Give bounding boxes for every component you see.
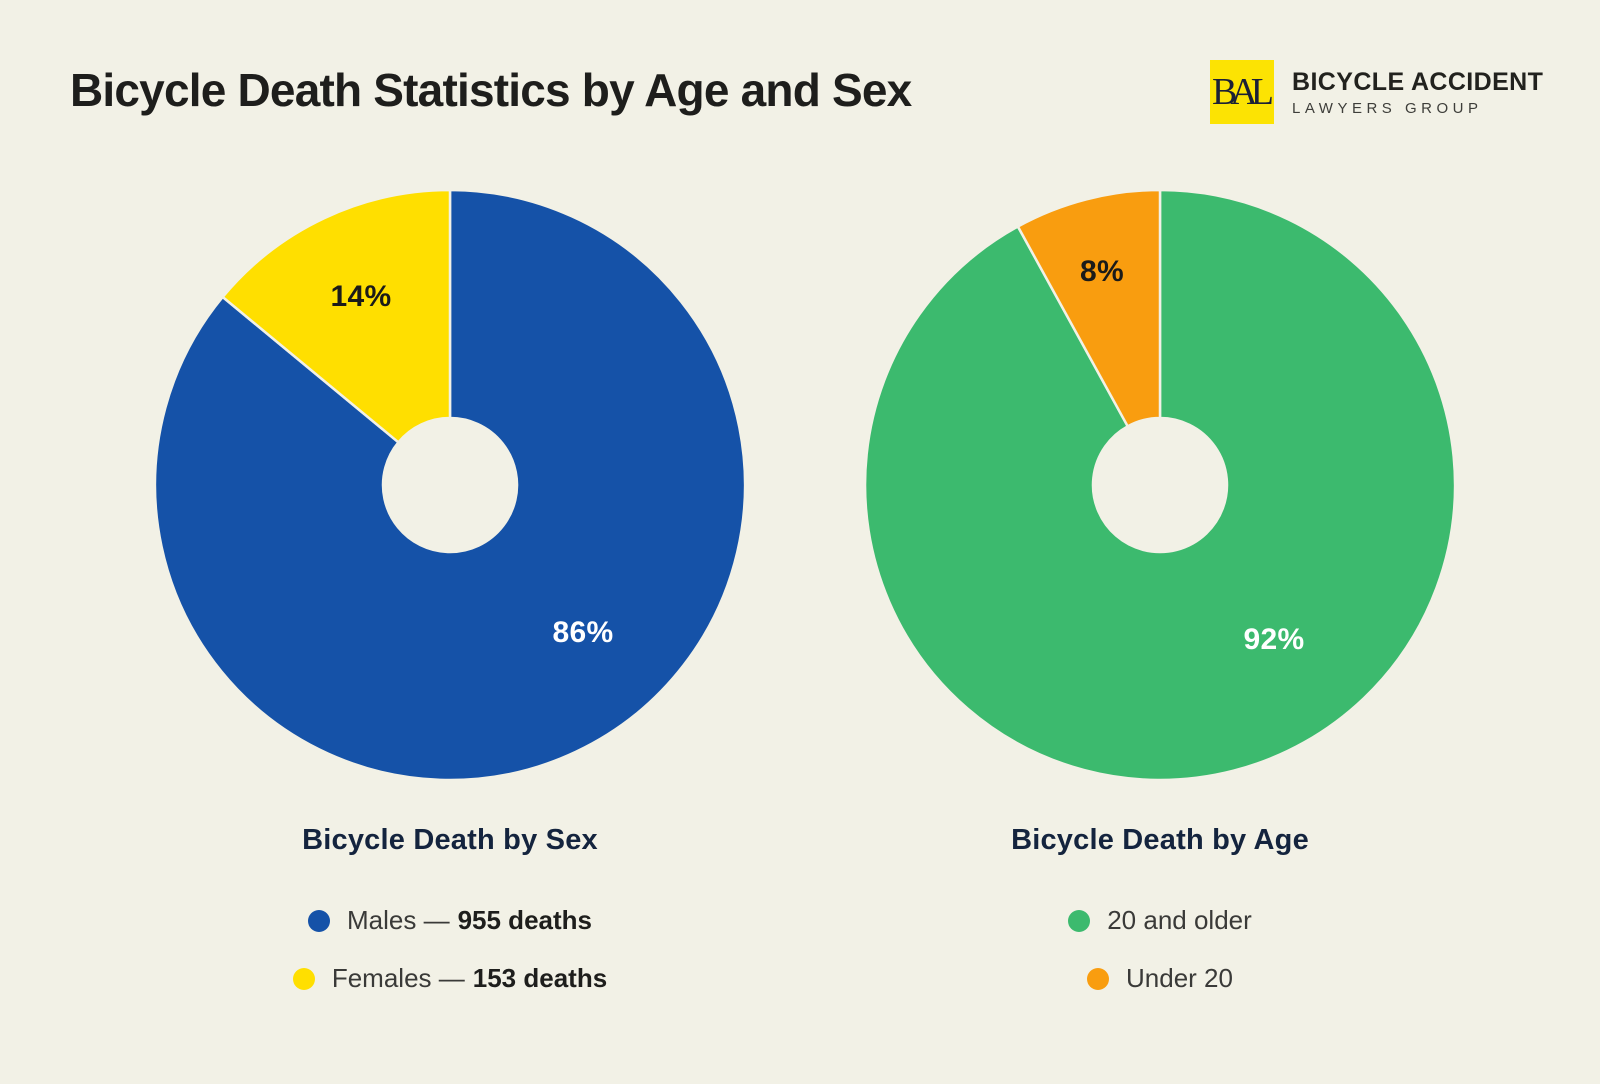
- legend-item-under-20: Under 20: [1087, 963, 1233, 994]
- pie-slice-under-20: [1016, 190, 1162, 428]
- chart-subtitle-sex: Bicycle Death by Sex: [302, 824, 598, 856]
- pie-slice-males: [155, 190, 745, 780]
- pie-label-males-pct: 86%: [552, 616, 614, 649]
- legend-label-20-and-older: 20 and older: [1107, 905, 1252, 935]
- donut-chart-age-svg: [865, 190, 1455, 780]
- legend-label-females: Females —: [331, 963, 465, 993]
- legend-sex: Males — 955 deaths Females — 153 deaths: [292, 905, 608, 994]
- legend-value-males: 955 deaths: [457, 905, 592, 935]
- logo-tagline: LAWYERS GROUP: [1292, 99, 1483, 117]
- pie-label-older-pct: 92%: [1243, 623, 1305, 656]
- pie-slice-females: [221, 190, 452, 444]
- chart-subtitle-age: Bicycle Death by Age: [1011, 824, 1309, 856]
- legend-age: 20 and older Under 20: [1068, 905, 1252, 994]
- legend-dot-males: [308, 909, 330, 932]
- legend-dot-females: [292, 967, 315, 990]
- pie-label-females-pct: 14%: [330, 280, 392, 313]
- pie-label-under20-pct: 8%: [1080, 255, 1124, 288]
- donut-chart-sex: 86% 14%: [155, 190, 745, 780]
- logo-monogram-badge: BAL: [1210, 60, 1274, 124]
- logo-company-name: BICYCLE ACCIDENT: [1292, 67, 1544, 96]
- legend-dot-20-and-older: [1068, 909, 1091, 932]
- legend-dot-under-20: [1087, 967, 1110, 990]
- logo-monogram-icon: BAL: [1212, 71, 1274, 113]
- legend-label-males: Males —: [347, 905, 450, 935]
- company-logo: BAL BICYCLE ACCIDENT LAWYERS GROUP: [1210, 60, 1543, 124]
- donut-chart-age: 92% 8%: [865, 190, 1455, 780]
- legend-column-sex: Bicycle Death by Sex Males — 955 deaths …: [155, 824, 745, 994]
- legend-item-males: Males — 955 deaths: [308, 905, 592, 936]
- page-title: Bicycle Death Statistics by Age and Sex: [70, 64, 912, 116]
- legend-item-females: Females — 153 deaths: [292, 963, 608, 994]
- legend-value-females: 153 deaths: [472, 963, 608, 993]
- logo-text-block: BICYCLE ACCIDENT LAWYERS GROUP: [1292, 68, 1543, 117]
- pie-slice-20-and-older: [865, 190, 1455, 780]
- legend-item-20-and-older: 20 and older: [1068, 905, 1252, 936]
- legend-label-under-20: Under 20: [1126, 963, 1233, 993]
- legend-column-age: Bicycle Death by Age 20 and older Under …: [865, 824, 1455, 994]
- donut-chart-sex-svg: [155, 190, 745, 780]
